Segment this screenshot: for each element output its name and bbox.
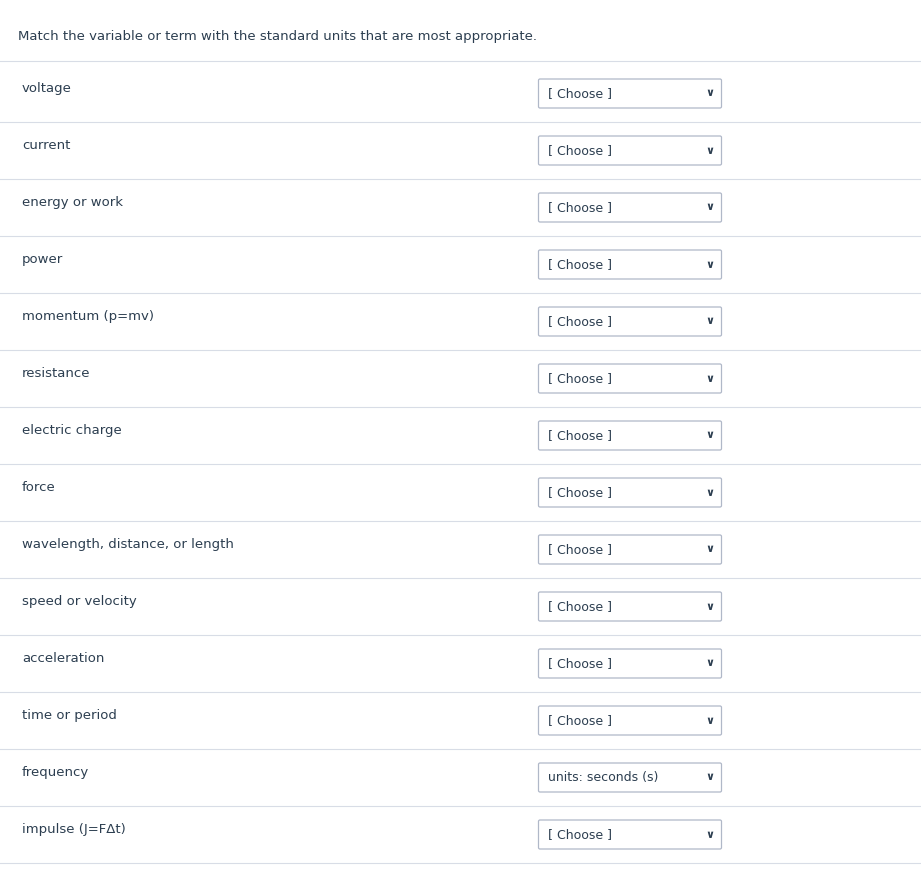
Text: resistance: resistance xyxy=(22,367,90,380)
Text: impulse (J=FΔt): impulse (J=FΔt) xyxy=(22,823,126,837)
FancyBboxPatch shape xyxy=(539,250,721,279)
Text: speed or velocity: speed or velocity xyxy=(22,596,136,609)
Text: [ Choose ]: [ Choose ] xyxy=(548,87,612,100)
Text: [ Choose ]: [ Choose ] xyxy=(548,714,612,727)
Text: [ Choose ]: [ Choose ] xyxy=(548,828,612,841)
FancyBboxPatch shape xyxy=(539,592,721,621)
Text: acceleration: acceleration xyxy=(22,653,104,666)
Text: [ Choose ]: [ Choose ] xyxy=(548,543,612,556)
Text: [ Choose ]: [ Choose ] xyxy=(548,258,612,271)
Text: [ Choose ]: [ Choose ] xyxy=(548,372,612,385)
Text: ∨: ∨ xyxy=(705,716,715,725)
Text: force: force xyxy=(22,482,56,494)
Text: [ Choose ]: [ Choose ] xyxy=(548,600,612,613)
FancyBboxPatch shape xyxy=(539,535,721,564)
Text: frequency: frequency xyxy=(22,766,89,780)
Text: wavelength, distance, or length: wavelength, distance, or length xyxy=(22,539,234,551)
Text: Match the variable or term with the standard units that are most appropriate.: Match the variable or term with the stan… xyxy=(18,30,537,43)
FancyBboxPatch shape xyxy=(539,136,721,165)
FancyBboxPatch shape xyxy=(539,478,721,507)
Text: [ Choose ]: [ Choose ] xyxy=(548,429,612,442)
Text: ∨: ∨ xyxy=(705,488,715,498)
Text: electric charge: electric charge xyxy=(22,425,122,437)
Text: [ Choose ]: [ Choose ] xyxy=(548,486,612,499)
Text: momentum (p=mv): momentum (p=mv) xyxy=(22,310,154,323)
FancyBboxPatch shape xyxy=(539,763,721,792)
Text: ∨: ∨ xyxy=(705,602,715,611)
Text: ∨: ∨ xyxy=(705,145,715,156)
Text: [ Choose ]: [ Choose ] xyxy=(548,657,612,670)
Text: [ Choose ]: [ Choose ] xyxy=(548,315,612,328)
Text: ∨: ∨ xyxy=(705,373,715,384)
FancyBboxPatch shape xyxy=(539,820,721,849)
Text: ∨: ∨ xyxy=(705,545,715,555)
Text: voltage: voltage xyxy=(22,82,72,95)
Text: time or period: time or period xyxy=(22,710,117,723)
Text: ∨: ∨ xyxy=(705,202,715,213)
Text: [ Choose ]: [ Choose ] xyxy=(548,201,612,214)
Text: power: power xyxy=(22,253,64,266)
FancyBboxPatch shape xyxy=(539,649,721,678)
Text: ∨: ∨ xyxy=(705,773,715,782)
FancyBboxPatch shape xyxy=(539,421,721,450)
Text: ∨: ∨ xyxy=(705,88,715,98)
Text: ∨: ∨ xyxy=(705,259,715,270)
Text: ∨: ∨ xyxy=(705,830,715,839)
Text: ∨: ∨ xyxy=(705,659,715,668)
FancyBboxPatch shape xyxy=(539,193,721,222)
Text: [ Choose ]: [ Choose ] xyxy=(548,144,612,157)
Text: ∨: ∨ xyxy=(705,430,715,441)
Text: ∨: ∨ xyxy=(705,316,715,327)
FancyBboxPatch shape xyxy=(539,364,721,393)
Text: current: current xyxy=(22,139,70,152)
FancyBboxPatch shape xyxy=(539,307,721,336)
Text: units: seconds (s): units: seconds (s) xyxy=(548,771,659,784)
FancyBboxPatch shape xyxy=(539,79,721,108)
Text: energy or work: energy or work xyxy=(22,196,123,209)
FancyBboxPatch shape xyxy=(539,706,721,735)
